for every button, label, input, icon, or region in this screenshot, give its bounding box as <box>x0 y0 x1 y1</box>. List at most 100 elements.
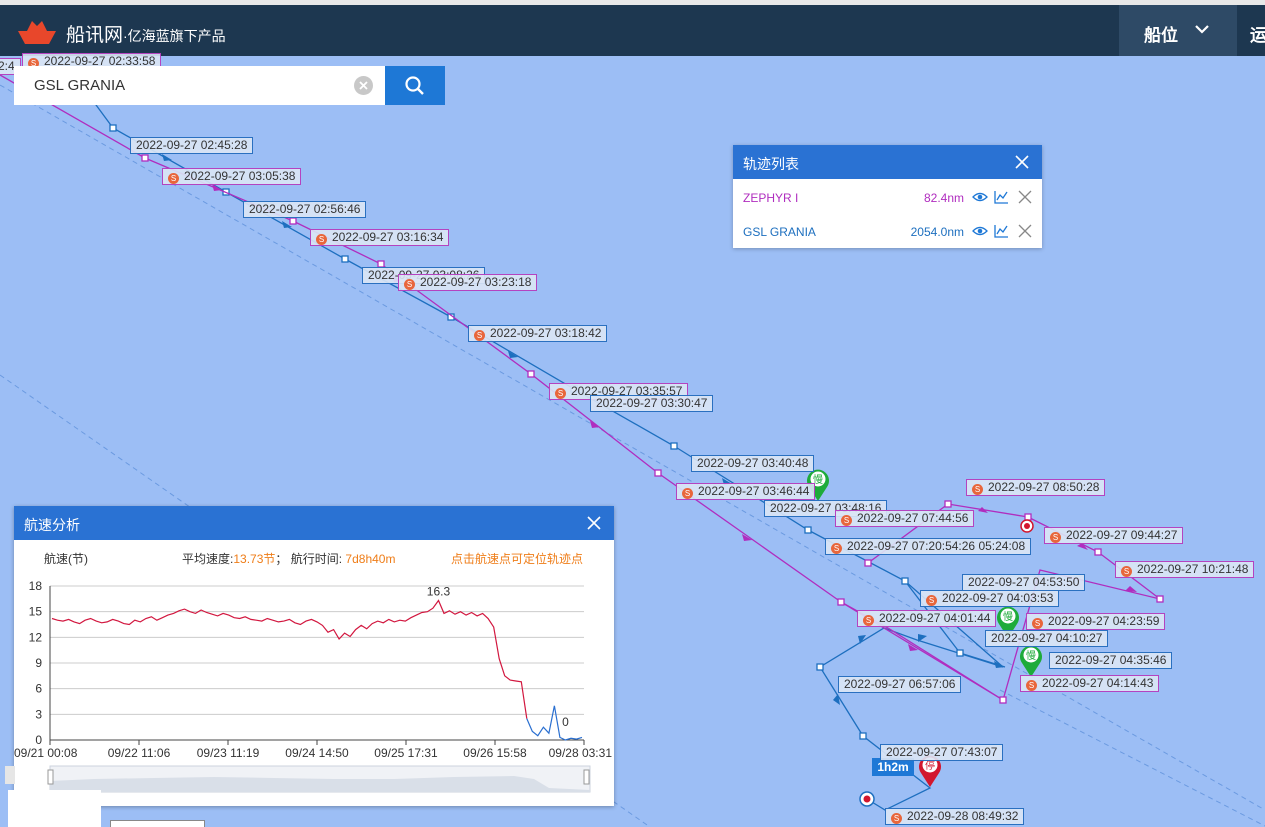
nav-next-item[interactable]: 运 <box>1250 26 1265 45</box>
slow-marker-icon[interactable]: 慢 <box>996 605 1020 639</box>
svg-text:停: 停 <box>925 759 935 772</box>
track-name[interactable]: GSL GRANIA <box>743 225 816 239</box>
close-icon[interactable] <box>1014 154 1030 170</box>
speed-badge-icon: S <box>841 515 852 526</box>
track-point-label[interactable]: S 2022-09-27 07:44:56 <box>835 510 975 527</box>
track-point-label[interactable]: 2022-09-27 03:30:47 <box>590 395 714 412</box>
track-point-label[interactable]: 2022-09-27 02:45:28 <box>130 137 254 154</box>
ship-search-box <box>14 66 385 105</box>
speed-badge-icon: S <box>972 484 983 495</box>
speed-badge-icon: S <box>1026 680 1037 691</box>
chevron-down-icon <box>1195 25 1209 34</box>
speed-panel-header: 航速分析 <box>14 506 614 540</box>
track-point-label[interactable]: S 2022-09-27 10:21:48 <box>1115 561 1255 578</box>
coordinate-readout <box>8 790 101 827</box>
track-row-gsl-grania[interactable]: GSL GRANIA 2054.0nm <box>733 213 1042 247</box>
speed-panel-title: 航速分析 <box>24 517 80 533</box>
speed-badge-icon: S <box>316 234 327 245</box>
delete-icon[interactable] <box>1017 189 1033 205</box>
track-point-label[interactable]: S 2022-09-27 04:14:43 <box>1020 675 1160 692</box>
svg-text:慢: 慢 <box>1003 611 1013 623</box>
speed-badge-icon: S <box>926 595 937 606</box>
track-point-label[interactable]: 2022-09-27 07:43:07 <box>880 744 1004 761</box>
speed-unit-label: 航速(节) <box>44 552 88 566</box>
track-point-label[interactable]: S 2022-09-27 04:03:53 <box>920 590 1060 607</box>
locate-hint: 点击航速点可定位轨迹点 <box>451 552 584 566</box>
data-label: 0 <box>562 715 569 729</box>
speed-badge-icon: S <box>831 543 842 554</box>
track-point-label[interactable]: 2022-09-27 04:10:27 <box>985 630 1109 647</box>
y-tick-label: 6 <box>35 682 42 696</box>
svg-text:慢: 慢 <box>1026 650 1036 662</box>
eye-icon[interactable] <box>972 189 988 205</box>
slow-marker-icon[interactable]: 慢 <box>806 468 830 502</box>
track-row-zephyr[interactable]: ZEPHYR I 82.4nm <box>733 179 1042 213</box>
y-tick-label: 3 <box>35 707 42 721</box>
track-list-title: 轨迹列表 <box>743 156 799 172</box>
track-distance: 2054.0nm <box>910 225 964 239</box>
slow-marker-icon[interactable]: 慢 <box>1019 644 1043 678</box>
speed-badge-icon: S <box>1121 566 1132 577</box>
speed-badge-icon: S <box>682 488 693 499</box>
scale-bar <box>110 820 205 827</box>
map-canvas[interactable]: 慢 慢 慢 停 1h2m S 2022-09-27 02:33:58 2:4 2022… <box>0 53 1265 827</box>
x-tick-label: 09/21 00:08 <box>14 746 78 760</box>
x-tick-label: 09/25 17:31 <box>374 746 438 760</box>
x-tick-label: 09/26 15:58 <box>463 746 527 760</box>
track-point-label[interactable]: S 2022-09-27 03:16:34 <box>310 229 450 246</box>
speed-badge-icon: S <box>1050 532 1061 543</box>
stop-duration-badge: 1h2m <box>872 758 914 776</box>
track-point-label[interactable]: 2022-09-27 03:40:48 <box>691 455 815 472</box>
track-point-label[interactable]: S 2022-09-27 03:35:57 <box>549 383 689 400</box>
delete-icon[interactable] <box>1017 223 1033 239</box>
search-button[interactable] <box>385 66 445 105</box>
ship-logo-icon[interactable] <box>14 17 60 45</box>
speed-chart[interactable]: 0 3 6 9 12 15 18 09/21 00:08 09/22 11:06 09/23 1… <box>14 566 614 806</box>
chart-icon[interactable] <box>993 223 1009 239</box>
track-point-label[interactable]: S 2022-09-27 09:44:27 <box>1044 527 1184 544</box>
speed-summary: 平均速度:13.73节； 航行时间: 7d8h40m <box>182 552 396 566</box>
brand-name[interactable]: 船讯网·亿海蓝旗下产品 <box>66 25 226 46</box>
track-point-label[interactable]: S 2022-09-27 08:50:28 <box>966 479 1106 496</box>
speed-badge-icon: S <box>168 173 179 184</box>
y-tick-label: 12 <box>29 630 43 644</box>
y-tick-label: 18 <box>29 579 43 593</box>
stop-marker-icon[interactable]: 停 <box>918 754 942 788</box>
top-navbar: 船讯网·亿海蓝旗下产品 船位 运 <box>0 0 1265 56</box>
nav-ship-position-menu[interactable]: 船位 <box>1119 5 1237 56</box>
map-control[interactable] <box>5 766 15 784</box>
chart-icon[interactable] <box>993 189 1009 205</box>
y-tick-label: 9 <box>35 656 42 670</box>
eye-icon[interactable] <box>972 223 988 239</box>
speed-series-line-low[interactable] <box>526 705 583 741</box>
track-point-label[interactable]: S 2022-09-27 03:05:38 <box>162 168 302 185</box>
zephyr-track[interactable] <box>0 74 1161 701</box>
track-point-label[interactable]: S 2022-09-27 04:01:44 <box>857 610 997 627</box>
range-handle-right[interactable] <box>583 769 590 785</box>
track-point-label[interactable]: 2022-09-27 02:56:46 <box>243 201 367 218</box>
search-icon <box>405 76 424 95</box>
clear-icon[interactable] <box>354 76 373 95</box>
speed-series-line[interactable] <box>51 599 528 719</box>
range-handle-left[interactable] <box>47 769 54 785</box>
track-point-label[interactable]: S 2022-09-27 03:23:18 <box>398 274 538 291</box>
nav-ship-position-label: 船位 <box>1144 26 1178 45</box>
speed-badge-icon: S <box>28 58 39 69</box>
ship-search-input[interactable] <box>14 66 344 105</box>
track-distance: 82.4nm <box>923 191 964 205</box>
track-point-label[interactable]: S 2022-09-27 07:20:54:26 05:24:08 <box>825 538 1032 555</box>
speed-analysis-panel: 航速分析 航速(节) 平均速度:13.73节； 航行时间: 7d8h40m 点击… <box>14 506 614 806</box>
track-point-label[interactable]: S 2022-09-28 08:49:32 <box>885 808 1025 825</box>
track-point-label[interactable]: S 2022-09-27 03:18:42 <box>468 325 608 342</box>
speed-badge-icon: S <box>891 813 902 824</box>
track-name[interactable]: ZEPHYR I <box>743 191 799 205</box>
speed-badge-icon: S <box>1032 618 1043 629</box>
track-point-label[interactable]: 2022-09-27 04:53:50 <box>962 574 1086 591</box>
speed-badge-icon: S <box>555 388 566 399</box>
track-point-label[interactable]: S 2022-09-27 03:46:44 <box>676 483 816 500</box>
close-icon[interactable] <box>586 515 602 531</box>
track-point-label[interactable]: S 2022-09-27 04:23:59 <box>1026 613 1166 630</box>
track-list-header: 轨迹列表 <box>733 145 1042 179</box>
track-point-label[interactable]: 2022-09-27 04:35:46 <box>1049 652 1173 669</box>
track-point-label[interactable]: 2022-09-27 06:57:06 <box>838 676 962 693</box>
